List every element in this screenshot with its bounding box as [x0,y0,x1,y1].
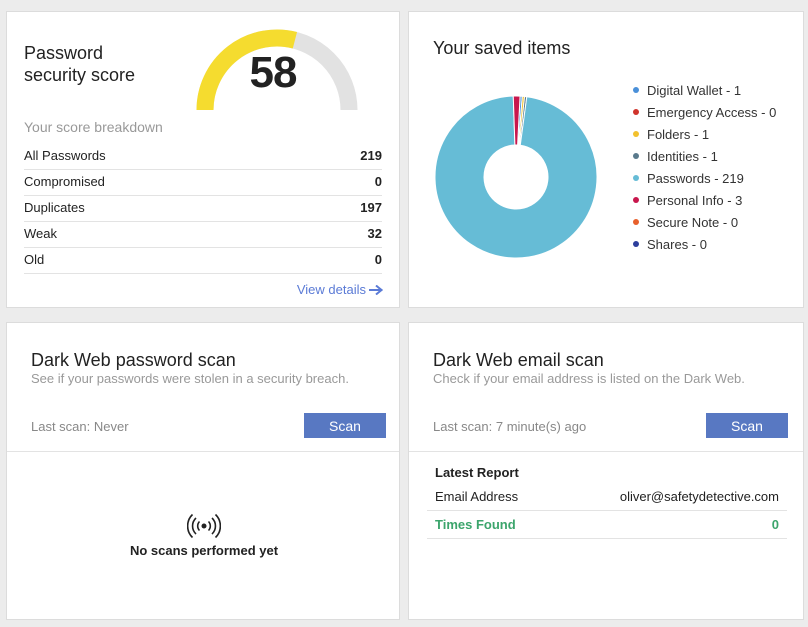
legend-item-shares: Shares - 0 [633,233,776,255]
arrow-right-icon [369,284,383,295]
legend-label: Identities - 1 [647,148,718,164]
row-label: Compromised [24,174,105,189]
breakdown-row-compromised: Compromised 0 [24,170,382,196]
row-value: 197 [360,200,382,215]
legend-dot [633,87,639,93]
view-details-link[interactable]: View details [297,282,383,297]
times-found-label: Times Found [435,517,516,532]
gauge-fill [196,29,298,111]
legend-label: Shares - 0 [647,236,707,252]
score-gauge [196,29,358,111]
divider [409,451,803,452]
row-label: Old [24,252,45,267]
dw-email-title: Dark Web email scan [433,350,604,370]
breakdown-title: Your score breakdown [24,119,163,135]
row-value: 0 [374,252,382,267]
breakdown-row-all: All Passwords 219 [24,144,382,170]
score-title-line1: Password [24,43,104,63]
divider [7,451,399,452]
dw-email-last-scan: Last scan: 7 minute(s) ago [433,419,587,434]
times-found-row: Times Found 0 [427,511,787,539]
legend-dot [633,109,639,115]
legend-item-passwords: Passwords - 219 [633,167,776,189]
saved-items-donut-chart [435,96,597,258]
email-value: oliver@safetydetective.com [619,489,779,504]
row-label: Duplicates [24,200,85,215]
legend-item-identities: Identities - 1 [633,145,776,167]
breakdown-row-duplicates: Duplicates 197 [24,196,382,222]
legend-label: Folders - 1 [647,126,710,142]
score-title-line2: security score [24,65,136,85]
row-value: 0 [374,174,382,189]
view-details-label: View details [296,282,366,297]
dark-web-email-scan-card: Dark Web email scan Check if your email … [408,322,804,620]
donut-slice-passwords [435,96,597,258]
legend-dot [633,219,639,225]
legend-item-digital-wallet: Digital Wallet - 1 [633,79,776,101]
legend-label: Emergency Access - 0 [647,104,777,120]
legend-label: Digital Wallet - 1 [647,82,742,98]
legend-item-folders: Folders - 1 [633,123,776,145]
legend-label: Passwords - 219 [647,170,744,186]
breakdown-row-old: Old 0 [24,248,382,274]
dark-web-password-scan-card: Dark Web password scan See if your passw… [6,322,400,620]
score-title: Password security score [24,42,135,86]
row-value: 219 [360,148,382,163]
password-scan-button[interactable]: Scan [304,413,386,438]
dw-email-subtitle: Check if your email address is listed on… [433,371,745,386]
legend-dot [633,153,639,159]
legend-item-emergency-access: Emergency Access - 0 [633,101,776,123]
password-score-card: Password security score 58 Your score br… [6,11,400,308]
score-value: 58 [249,48,298,97]
dw-password-last-scan: Last scan: Never [31,419,129,434]
email-label: Email Address [435,489,519,504]
latest-report-title: Latest Report [435,465,519,480]
legend-item-personal-info: Personal Info - 3 [633,189,776,211]
donut-slice-personal-info [512,96,521,146]
legend-label: Personal Info - 3 [647,192,743,208]
saved-items-title: Your saved items [433,38,571,58]
legend-dot [633,131,639,137]
row-value: 32 [367,226,382,241]
email-scan-button[interactable]: Scan [706,413,788,438]
breakdown-row-weak: Weak 32 [24,222,382,248]
saved-items-card: Your saved items Digital Wallet - 1 Emer… [408,11,804,308]
no-scans-text: No scans performed yet [129,543,279,558]
dw-password-subtitle: See if your passwords were stolen in a s… [31,371,349,386]
saved-items-legend: Digital Wallet - 1 Emergency Access - 0 … [633,79,776,255]
breakdown-table: All Passwords 219 Compromised 0 Duplicates… [24,144,382,274]
legend-dot [633,241,639,247]
times-found-value: 0 [771,517,779,532]
legend-item-secure-note: Secure Note - 0 [633,211,776,233]
dw-password-title: Dark Web password scan [31,350,236,370]
legend-dot [633,197,639,203]
row-label: All Passwords [24,148,106,163]
email-address-row: Email Address oliver@safetydetective.com [427,483,787,511]
broadcast-icon [187,513,221,539]
row-label: Weak [24,226,57,241]
legend-dot [633,175,639,181]
legend-label: Secure Note - 0 [647,214,739,230]
